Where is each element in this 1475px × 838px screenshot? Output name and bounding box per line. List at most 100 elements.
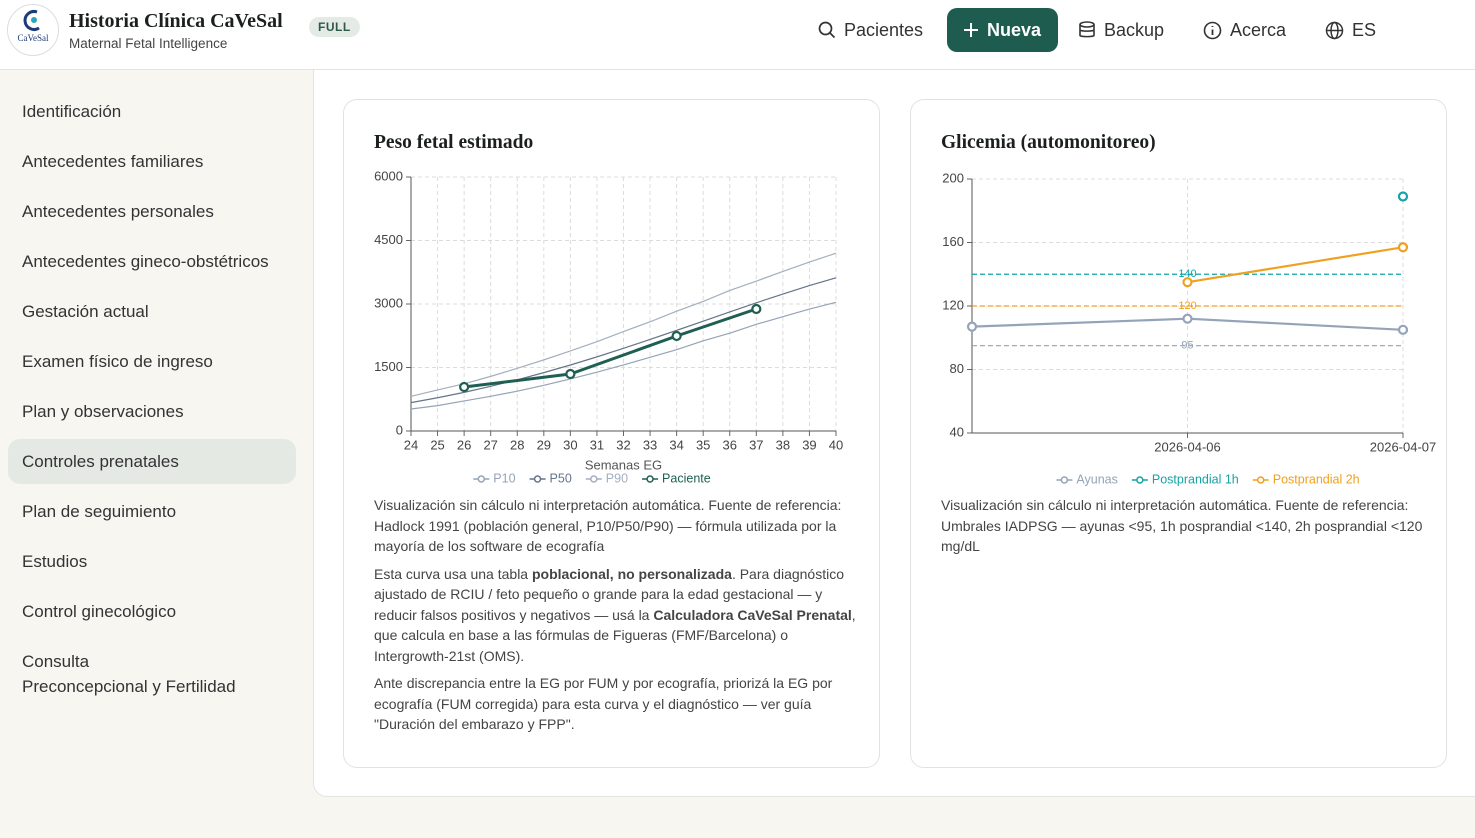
- x-tick-label: 24: [404, 437, 418, 452]
- legend-item: P90: [585, 471, 628, 485]
- x-tick-label: 36: [723, 437, 737, 452]
- y-tick-label: 200: [942, 170, 964, 185]
- legend-marker: [1136, 476, 1144, 484]
- y-tick-label: 6000: [374, 168, 403, 183]
- data-point: [1182, 277, 1193, 288]
- y-tick-label: 80: [950, 361, 964, 376]
- app-subtitle: Maternal Fetal Intelligence: [69, 36, 228, 51]
- nav-label: Acerca: [1230, 19, 1287, 40]
- data-point: [1182, 313, 1193, 324]
- chart-card: Peso fetal estimado 0 1500 3000 4500 6000 24 2…: [343, 99, 880, 768]
- y-tick-label: 1500: [374, 359, 403, 374]
- nav-label: ES: [1352, 19, 1377, 40]
- data-point: [1397, 324, 1409, 335]
- x-tick-label: 35: [696, 437, 710, 452]
- nav-language[interactable]: ES: [1325, 8, 1376, 52]
- x-tick-label: 34: [669, 437, 683, 452]
- x-axis-label: Semanas EG: [585, 457, 662, 472]
- sidebar-item[interactable]: Examen físico de ingreso: [22, 352, 213, 371]
- note-paragraph: Visualización sin cálculo ni interpretac…: [374, 495, 858, 557]
- x-tick-label: 38: [776, 437, 790, 452]
- plan-badge: FULL: [309, 17, 360, 37]
- logo-text: CaVeSal: [17, 33, 49, 43]
- x-tick-label: 2026-04-06: [1154, 439, 1221, 454]
- legend-label: P10: [493, 471, 515, 485]
- header: CaVeSal Historia Clínica CaVeSal Materna…: [0, 0, 1475, 70]
- nav-backup[interactable]: Backup: [1078, 8, 1164, 52]
- y-tick-label: 3000: [374, 295, 403, 310]
- note-paragraph: Visualización sin cálculo ni interpretac…: [941, 495, 1425, 557]
- sidebar-item[interactable]: Control ginecológico: [22, 602, 177, 621]
- x-tick-label: 25: [430, 437, 444, 452]
- data-point: [1397, 191, 1409, 202]
- data-point: [751, 303, 762, 315]
- sidebar-item[interactable]: Plan de seguimiento: [22, 502, 177, 521]
- series-line: [463, 307, 757, 389]
- sidebar-item[interactable]: Antecedentes familiares: [22, 152, 204, 171]
- legend-item: P50: [529, 471, 572, 485]
- x-tick-label: 32: [616, 437, 630, 452]
- plus-icon: [964, 23, 978, 37]
- note-paragraph: Esta curva usa una tabla poblacional, no…: [374, 564, 858, 667]
- note-text: Calculadora CaVeSal Prenatal: [653, 606, 852, 623]
- legend-label: Postprandial 2h: [1273, 472, 1360, 486]
- info-icon: [1203, 21, 1222, 39]
- card-title: Glicemia (automonitoreo): [941, 132, 1156, 153]
- x-tick-label: 29: [537, 437, 551, 452]
- series-line: [410, 301, 837, 410]
- notes: Visualización sin cálculo ni interpretac…: [941, 495, 1425, 564]
- chart: 40 80 120 160 200 2026-04-06 2026-04-07 140 120 9…: [942, 170, 1436, 486]
- chart-card: Glicemia (automonitoreo) 40 80 120 160 200 20…: [910, 99, 1447, 768]
- data-point: [565, 368, 576, 380]
- note-text: Visualización sin cálculo ni interpretac…: [941, 497, 1423, 554]
- legend-marker: [477, 475, 486, 483]
- legend-item: Paciente: [642, 471, 711, 485]
- legend-item: Postprandial 2h: [1252, 472, 1360, 486]
- x-tick-label: 39: [802, 437, 816, 452]
- sidebar-item[interactable]: Plan y observaciones: [22, 402, 184, 421]
- x-tick-label: 28: [510, 437, 524, 452]
- nav-pacientes[interactable]: Pacientes: [818, 8, 923, 52]
- series-line: [1187, 246, 1404, 284]
- note-text: Visualización sin cálculo ni interpretac…: [374, 497, 842, 554]
- logo-icon: [23, 10, 40, 31]
- legend-item: Ayunas: [1056, 472, 1118, 486]
- nav-label: Backup: [1104, 19, 1165, 40]
- sidebar-item[interactable]: Estudios: [22, 552, 88, 571]
- sidebar-item[interactable]: Controles prenatales: [8, 439, 296, 484]
- y-tick-labels: 0 1500 3000 4500 6000: [374, 168, 403, 437]
- x-tick-label: 31: [590, 437, 604, 452]
- nav-label: Nueva: [987, 19, 1042, 40]
- sidebar-item[interactable]: Identificación: [22, 102, 122, 121]
- x-tick-label: 40: [829, 437, 843, 452]
- sidebar-item[interactable]: Antecedentes personales: [22, 202, 214, 221]
- chart: 0 1500 3000 4500 6000 24 25 26 27 28 29 30 31 32 33 34 3…: [374, 168, 843, 485]
- legend-marker: [646, 475, 654, 483]
- card-title: Peso fetal estimado: [374, 132, 534, 153]
- x-tick-label: 26: [457, 437, 471, 452]
- data-point: [671, 330, 682, 342]
- sidebar-item[interactable]: Gestación actual: [22, 302, 149, 321]
- sidebar-item[interactable]: Antecedentes gineco-obstétricos: [22, 252, 269, 271]
- note-text: Ante discrepancia entre la EG por FUM y …: [374, 675, 833, 732]
- threshold-label: 120: [1178, 300, 1196, 312]
- series-line: [410, 252, 837, 397]
- nav-nueva[interactable]: Nueva: [947, 8, 1058, 52]
- legend-marker: [1060, 476, 1069, 484]
- note-text: . Para diagnóstico ajustado de RCIU / fe…: [374, 565, 845, 623]
- x-tick-label: 37: [749, 437, 763, 452]
- x-tick-label: 33: [643, 437, 657, 452]
- notes: Visualización sin cálculo ni interpretac…: [374, 495, 858, 742]
- legend-label: Postprandial 1h: [1152, 472, 1239, 486]
- note-text: , que calcula en base a las fórmulas de …: [374, 606, 856, 664]
- nav-acerca[interactable]: Acerca: [1203, 8, 1286, 52]
- legend-marker: [533, 475, 542, 483]
- series-line: [410, 277, 837, 404]
- search-icon: [818, 21, 836, 39]
- data-point: [459, 381, 470, 393]
- y-tick-label: 4500: [374, 232, 403, 247]
- sidebar-item[interactable]: Consulta Preconcepcional y Fertilidad: [22, 652, 236, 696]
- legend-marker: [1256, 476, 1265, 484]
- legend-label: P90: [606, 471, 628, 485]
